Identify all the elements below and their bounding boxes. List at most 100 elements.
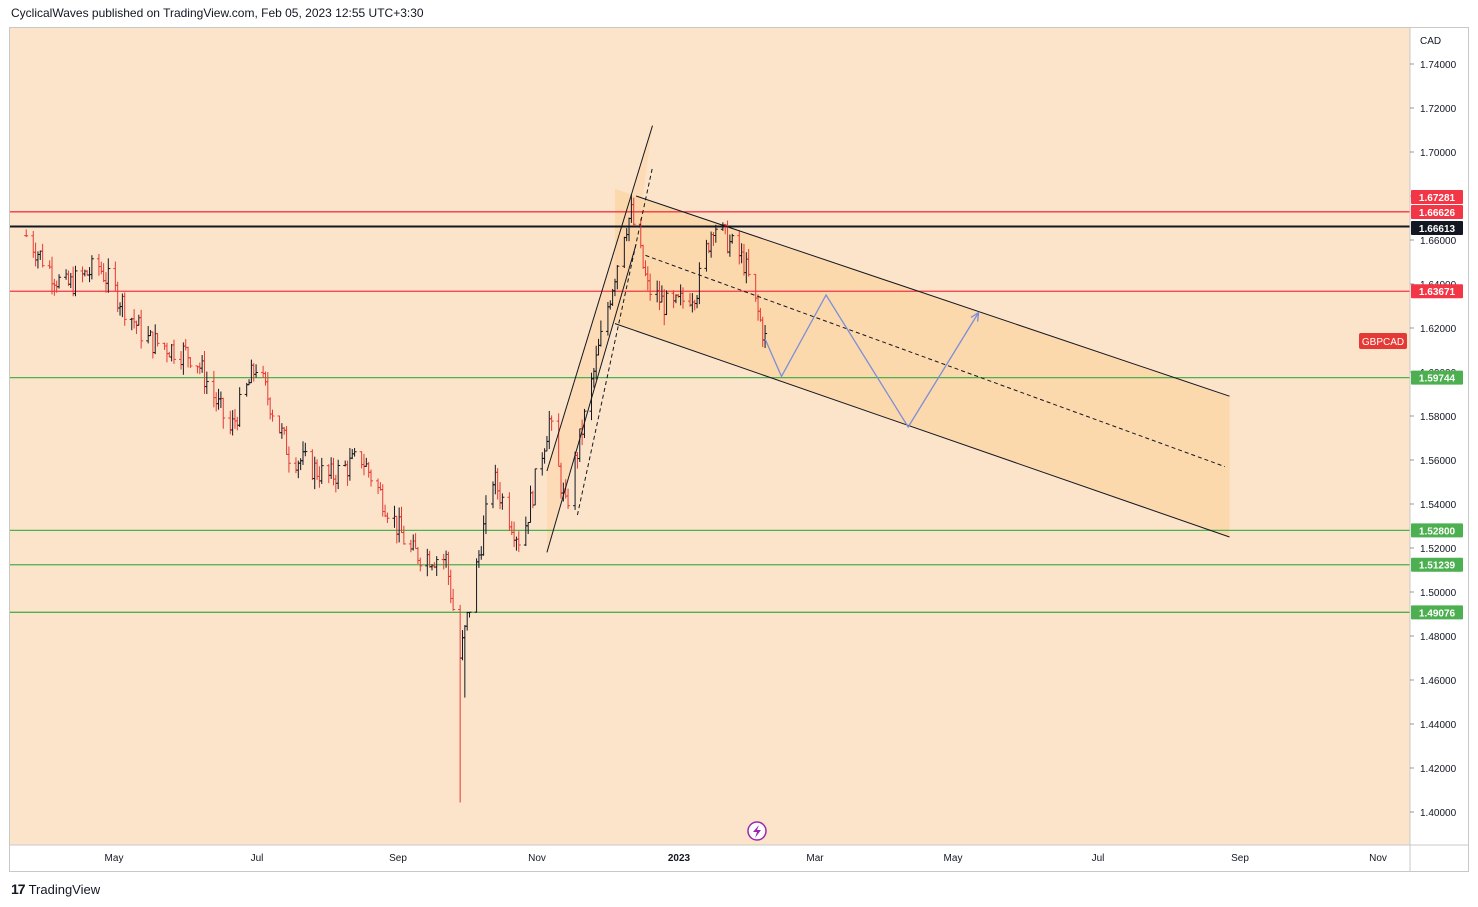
ohlc-bar (467, 611, 472, 618)
ohlc-bar (270, 409, 275, 422)
ohlc-bar (746, 248, 751, 277)
ohlc-bar (533, 468, 538, 506)
x-tick-label: May (105, 853, 124, 864)
y-tick-label: 1.48000 (1420, 632, 1457, 643)
price-tag-label: 1.51239 (1419, 561, 1456, 572)
ohlc-bar (106, 258, 111, 293)
y-tick-label: 1.58000 (1420, 412, 1457, 423)
ohlc-bar (204, 371, 209, 395)
x-tick-label: Sep (1231, 853, 1249, 864)
tradingview-footer[interactable]: 17 TradingView (11, 879, 100, 899)
y-tick-label: 1.52000 (1420, 544, 1457, 555)
ohlc-bar (680, 287, 685, 309)
ohlc-bar (401, 525, 406, 545)
tradingview-logo-icon: 17 (11, 881, 26, 897)
y-tick-label: 1.54000 (1420, 500, 1457, 511)
x-tick-label: Jul (1092, 853, 1105, 864)
price-tag-label: 1.49076 (1419, 608, 1456, 619)
ohlc-bar (369, 469, 374, 487)
ohlc-bar (188, 357, 193, 368)
x-tick-label: 2023 (668, 853, 691, 864)
y-tick-label: 1.66000 (1420, 236, 1457, 247)
ohlc-bar (664, 290, 669, 316)
ohlc-bar (303, 442, 308, 457)
currency-label: CAD (1420, 36, 1441, 47)
y-tick-label: 1.74000 (1420, 60, 1457, 71)
price-tag (1411, 370, 1463, 385)
ohlc-bar (221, 397, 226, 429)
rising-channel-mid (576, 167, 653, 516)
ohlc-bar (336, 459, 341, 490)
y-tick-label: 1.72000 (1420, 104, 1457, 115)
x-tick-label: May (944, 853, 963, 864)
ohlc-bar (237, 387, 242, 427)
price-tag (1411, 190, 1463, 204)
y-tick-label: 1.46000 (1420, 676, 1457, 687)
ohlc-bar (385, 512, 390, 523)
price-tag-label: 1.52800 (1419, 526, 1456, 537)
x-tick-label: Sep (389, 853, 407, 864)
falling-channel-fill (614, 188, 1230, 537)
x-tick-label: Nov (1369, 853, 1387, 864)
price-tag-label: 1.59744 (1419, 374, 1456, 385)
ohlc-bar (697, 262, 702, 305)
event-flash-bolt-icon (753, 825, 761, 838)
ohlc-bar (254, 364, 259, 378)
projection-path (764, 293, 980, 429)
falling-channel-lower (614, 323, 1230, 538)
price-tag (1411, 605, 1463, 620)
price-tag-label: 1.67281 (1419, 193, 1456, 204)
rising-channel-lower (546, 244, 637, 553)
ohlc-bar (566, 488, 571, 509)
x-tick-label: Nov (528, 853, 546, 864)
symbol-tag-label: GBPCAD (1362, 337, 1404, 348)
ohlc-bar (713, 224, 718, 243)
rising-channel-fill (546, 125, 653, 553)
x-tick-label: Mar (806, 853, 824, 864)
ohlc-bar (40, 243, 45, 268)
y-tick-label: 1.44000 (1420, 720, 1457, 731)
rising-channel-upper (546, 125, 653, 472)
ohlc-bar (615, 265, 620, 290)
ohlc-bar (418, 557, 423, 572)
x-tick-label: Jul (251, 853, 264, 864)
ohlc-bar (139, 309, 144, 349)
ohlc-bar (286, 446, 291, 473)
ohlc-bar (516, 531, 521, 552)
falling-channel-upper (635, 195, 1230, 397)
publication-header: CyclicalWaves published on TradingView.c… (11, 6, 424, 20)
ohlc-bar (171, 339, 176, 364)
ohlc-bar (598, 320, 603, 347)
chart-frame (9, 27, 1469, 872)
ohlc-bar (730, 233, 735, 244)
ohlc-bar (549, 415, 554, 431)
falling-channel-mid (645, 254, 1225, 468)
ohlc-bar (631, 197, 636, 226)
ohlc-bar (483, 495, 488, 535)
ohlc-bar (122, 292, 127, 326)
price-tag (1411, 284, 1463, 299)
ohlc-bar (57, 274, 62, 289)
symbol-tag (1359, 333, 1407, 349)
y-tick-label: 1.62000 (1420, 324, 1457, 335)
y-tick-label: 1.40000 (1420, 808, 1457, 819)
tradingview-brand: TradingView (28, 881, 101, 897)
ohlc-bar (73, 265, 78, 297)
price-tag (1411, 523, 1463, 538)
price-tag-label: 1.66626 (1419, 208, 1456, 219)
y-tick-label: 1.56000 (1420, 456, 1457, 467)
ohlc-bar (24, 229, 29, 238)
y-tick-label: 1.70000 (1420, 148, 1457, 159)
ohlc-bar (648, 273, 653, 301)
ohlc-bar (451, 588, 456, 611)
ohlc-bar (434, 556, 439, 577)
price-tag-label: 1.66613 (1419, 224, 1456, 235)
ohlc-bar (352, 448, 357, 457)
y-tick-label: 1.50000 (1420, 588, 1457, 599)
ohlc-bar (89, 255, 94, 280)
y-tick-label: 1.42000 (1420, 764, 1457, 775)
ohlc-bar (500, 493, 505, 510)
price-tag (1411, 221, 1463, 235)
price-tag-label: 1.63671 (1419, 287, 1456, 298)
